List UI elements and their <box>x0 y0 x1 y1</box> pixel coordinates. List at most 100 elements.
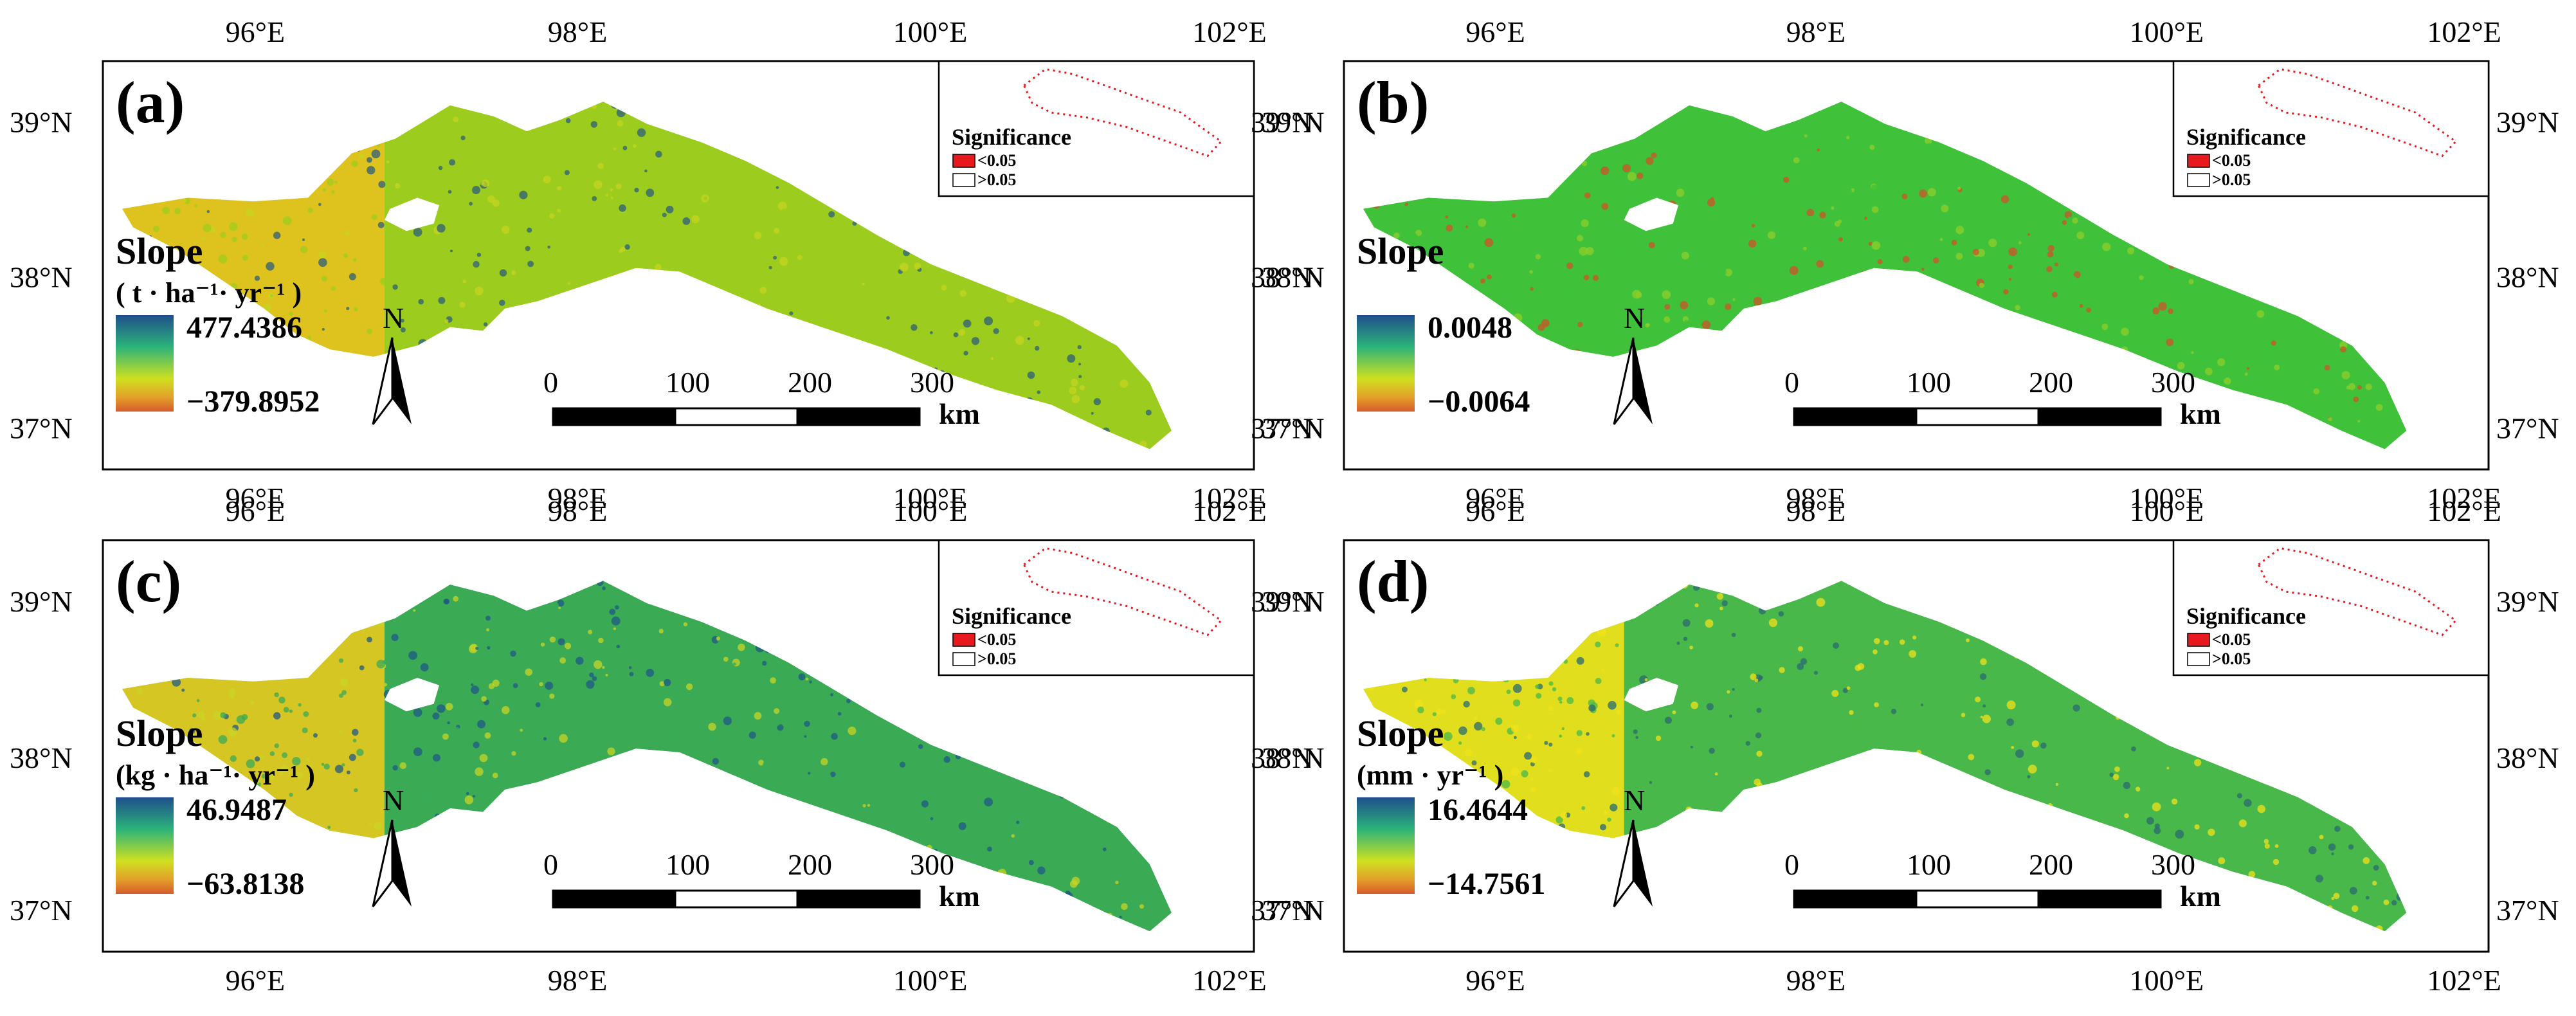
raster-cell <box>572 159 577 163</box>
raster-cell <box>648 143 657 152</box>
raster-cell <box>1874 691 1883 699</box>
raster-cell <box>1062 857 1069 864</box>
raster-cell <box>1870 729 1877 736</box>
raster-cell <box>1783 176 1790 183</box>
raster-cell <box>1871 185 1878 192</box>
lat-tick-right: 37°N <box>2496 412 2559 445</box>
raster-cell <box>630 181 633 185</box>
raster-cell <box>759 287 767 294</box>
raster-cell <box>568 617 574 623</box>
raster-cell <box>2383 899 2390 905</box>
raster-cell <box>483 322 488 327</box>
lat-tick-left: 37°N <box>1251 412 1314 445</box>
raster-cell <box>617 120 624 127</box>
raster-cell <box>1842 183 1849 190</box>
raster-cell <box>230 755 237 762</box>
raster-cell <box>1487 274 1492 280</box>
raster-cell <box>1941 204 1949 213</box>
raster-cell <box>302 238 305 241</box>
raster-cell <box>837 712 842 716</box>
raster-cell <box>343 253 349 259</box>
raster-cell <box>1011 834 1015 838</box>
raster-cell <box>242 255 248 261</box>
raster-cell <box>1139 904 1144 909</box>
raster-cell <box>1530 287 1534 291</box>
raster-cell <box>712 671 716 675</box>
raster-cell <box>865 315 870 321</box>
raster-cell <box>1676 789 1682 795</box>
legend-min: −0.0064 <box>1428 385 1530 419</box>
raster-cell <box>1874 638 1880 644</box>
raster-cell <box>399 195 406 202</box>
raster-cell <box>1729 748 1737 756</box>
raster-cell <box>1633 729 1638 734</box>
raster-cell <box>1595 678 1602 684</box>
raster-cell <box>821 757 828 766</box>
raster-cell <box>973 777 976 781</box>
raster-cell <box>352 258 357 262</box>
raster-cell <box>453 246 460 253</box>
raster-cell <box>2365 871 2370 876</box>
raster-cell <box>882 338 886 341</box>
raster-cell <box>400 327 406 332</box>
raster-cell <box>1660 273 1663 277</box>
scalebar-tick: 300 <box>910 848 954 881</box>
raster-cell <box>1716 593 1724 600</box>
raster-cell <box>374 822 382 831</box>
raster-cell <box>1691 702 1699 709</box>
raster-cell <box>659 681 665 687</box>
scalebar-segment <box>2037 407 2162 426</box>
raster-cell <box>808 772 811 775</box>
legend-title: Slope <box>116 712 203 754</box>
inset-legend-swatch-sig <box>2187 154 2210 168</box>
raster-cell <box>1077 345 1082 350</box>
raster-cell <box>557 208 561 213</box>
raster-cell <box>748 650 756 658</box>
raster-cell <box>453 257 463 266</box>
raster-cell <box>1756 750 1763 757</box>
raster-cell <box>438 165 443 170</box>
panel-label: (c) <box>116 549 181 614</box>
raster-cell <box>183 199 187 203</box>
raster-cell <box>1616 709 1621 715</box>
raster-cell <box>543 737 547 741</box>
raster-cell <box>1442 709 1447 714</box>
raster-cell <box>2035 734 2043 741</box>
raster-cell <box>1874 702 1880 707</box>
raster-cell <box>1872 717 1875 720</box>
raster-cell <box>1727 690 1730 694</box>
raster-cell <box>220 712 226 718</box>
raster-cell <box>2047 719 2053 725</box>
raster-cell <box>448 190 452 194</box>
raster-cell <box>1883 640 1889 646</box>
legend-max: 477.4386 <box>186 311 302 345</box>
raster-cell <box>586 680 595 689</box>
raster-cell <box>2215 839 2223 848</box>
raster-cell <box>1465 225 1469 228</box>
raster-cell <box>602 666 605 669</box>
raster-cell <box>559 657 566 664</box>
raster-cell <box>930 331 933 334</box>
raster-cell <box>1806 208 1815 217</box>
raster-cell <box>705 161 714 170</box>
raster-cell <box>2244 372 2248 376</box>
raster-cell <box>1530 321 1538 329</box>
raster-cell <box>1611 787 1620 795</box>
raster-cell <box>1750 673 1757 680</box>
raster-cell <box>559 734 568 743</box>
raster-cell <box>2076 286 2080 291</box>
raster-cell <box>1436 708 1442 715</box>
raster-cell <box>576 657 584 665</box>
scalebar-segment <box>1793 407 1918 426</box>
raster-cell <box>321 275 327 282</box>
raster-cell <box>2031 200 2038 206</box>
raster-cell <box>1833 642 1839 649</box>
raster-cell <box>432 123 436 127</box>
raster-cell <box>921 800 929 808</box>
raster-cell <box>475 286 484 296</box>
raster-cell <box>594 180 603 189</box>
raster-cell <box>1682 619 1691 627</box>
raster-cell <box>432 754 440 762</box>
lat-tick-left: 38°N <box>1251 741 1314 774</box>
raster-cell <box>1063 377 1071 386</box>
